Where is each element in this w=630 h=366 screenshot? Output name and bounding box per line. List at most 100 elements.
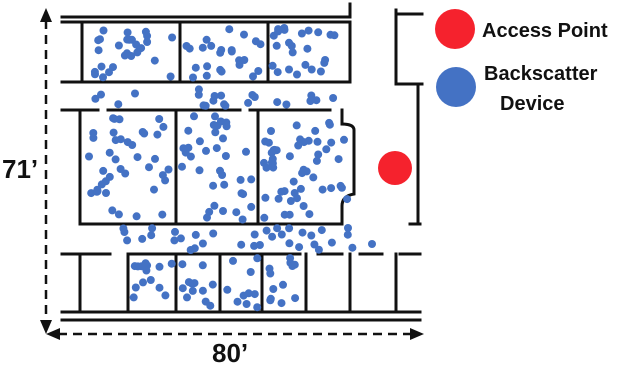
backscatter-device-dot (274, 27, 283, 36)
arrow-up-icon (40, 8, 52, 22)
backscatter-device-dot (179, 144, 188, 153)
backscatter-device-dot (268, 232, 277, 241)
backscatter-device-dot (209, 229, 218, 238)
backscatter-device-dot (143, 31, 152, 40)
backscatter-device-dot (233, 297, 242, 306)
backscatter-device-dot (316, 67, 325, 76)
backscatter-device-dot (194, 85, 203, 94)
backscatter-device-dot (311, 126, 320, 135)
backscatter-device-dot (239, 190, 248, 199)
backscatter-device-dot (329, 94, 338, 102)
backscatter-device-dot (219, 134, 227, 143)
backscatter-device-dot (128, 141, 137, 149)
backscatter-device-dot (210, 201, 219, 210)
backscatter-device-dot (248, 91, 257, 99)
backscatter-device-dot (310, 240, 319, 249)
backscatter-device-dot (297, 29, 306, 38)
backscatter-device-dot (317, 226, 326, 235)
backscatter-device-dot (91, 94, 100, 103)
backscatter-device-dot (298, 169, 307, 178)
backscatter-device-dot (108, 206, 117, 215)
backscatter-device-dot (188, 286, 197, 295)
backscatter-device-dot (303, 44, 312, 53)
backscatter-device-dot (279, 280, 287, 289)
backscatter-device-dot (273, 68, 282, 77)
backscatter-device-dot (109, 128, 118, 137)
backscatter-device-dot (343, 195, 352, 204)
backscatter-device-dot (151, 154, 159, 163)
backscatter-device-dot (269, 146, 278, 155)
backscatter-device-dot (140, 129, 149, 138)
backscatter-device-dot (211, 112, 219, 121)
dimension-height (40, 8, 52, 334)
backscatter-device-dot (217, 46, 226, 54)
walls (60, 2, 424, 322)
backscatter-device-dot (312, 96, 321, 105)
backscatter-device-dot (143, 38, 152, 46)
legend-access-point-icon (435, 9, 475, 49)
backscatter-device-dot (314, 28, 323, 37)
backscatter-device-dot (280, 210, 289, 219)
backscatter-device-dot (277, 230, 286, 239)
backscatter-device-dot (220, 180, 229, 189)
backscatter-device-dot (183, 293, 191, 302)
backscatter-device-dot (184, 126, 193, 135)
backscatter-device-dot (97, 90, 105, 99)
backscatter-device-dot (318, 185, 327, 194)
backscatter-device-dot (286, 197, 295, 205)
backscatter-device-dot (120, 51, 129, 60)
backscatter-device-dot (314, 245, 323, 254)
backscatter-device-dot (191, 63, 200, 72)
backscatter-device-dot (247, 202, 256, 211)
backscatter-devices (85, 24, 376, 312)
backscatter-device-dot (292, 121, 301, 130)
arrow-left-icon (46, 328, 60, 340)
backscatter-device-dot (105, 148, 114, 157)
backscatter-device-dot (246, 268, 255, 276)
legend-access-point-label: Access Point (482, 20, 608, 42)
backscatter-device-dot (191, 230, 200, 239)
backscatter-device-dot (203, 62, 212, 71)
backscatter-device-dot (262, 163, 271, 172)
backscatter-device-dot (217, 91, 226, 100)
backscatter-device-dot (280, 187, 289, 196)
backscatter-device-dot (244, 98, 253, 107)
backscatter-device-dot (89, 133, 98, 142)
backscatter-device-dot (251, 37, 260, 46)
backscatter-device-dot (208, 280, 217, 289)
backscatter-device-dot (203, 213, 211, 222)
backscatter-device-dot (221, 152, 230, 160)
backscatter-device-dot (295, 243, 304, 252)
legend: Access Point Backscatter Device (435, 9, 608, 115)
backscatter-device-dot (221, 101, 230, 110)
backscatter-device-dot (307, 231, 316, 240)
backscatter-device-dot (131, 283, 140, 292)
backscatter-device-dot (219, 207, 227, 215)
backscatter-device-dot (296, 184, 305, 193)
backscatter-device-dot (306, 97, 315, 105)
backscatter-device-dot (130, 262, 139, 271)
backscatter-device-dot (247, 175, 256, 184)
backscatter-device-dot (202, 71, 211, 80)
backscatter-device-dot (129, 293, 138, 302)
backscatter-device-dot (268, 61, 277, 70)
backscatter-device-dot (240, 30, 248, 39)
backscatter-device-dot (93, 185, 102, 194)
backscatter-device-dot (288, 262, 297, 270)
backscatter-device-dot (282, 100, 291, 109)
backscatter-device-dot (321, 56, 330, 64)
backscatter-device-dot (121, 169, 130, 178)
backscatter-device-dot (198, 239, 207, 248)
legend-backscatter-device-icon (436, 67, 476, 107)
backscatter-device-dot (313, 137, 322, 146)
backscatter-device-dot (178, 284, 187, 293)
backscatter-device-dot (304, 136, 313, 145)
backscatter-device-dot (299, 202, 308, 210)
backscatter-device-dot (150, 185, 158, 194)
backscatter-device-dot (111, 155, 120, 164)
backscatter-device-dot (155, 262, 164, 271)
backscatter-device-dot (242, 147, 250, 156)
backscatter-device-dot (209, 181, 218, 190)
backscatter-device-dot (85, 152, 93, 161)
